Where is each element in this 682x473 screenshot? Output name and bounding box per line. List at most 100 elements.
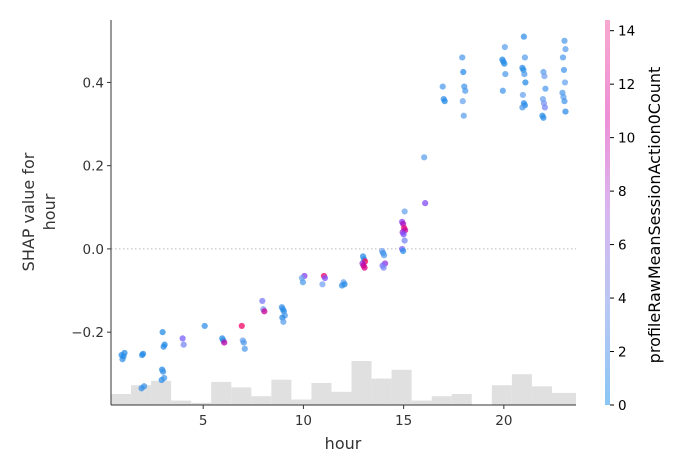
histogram-bar	[331, 391, 352, 405]
histogram-bar	[371, 378, 392, 405]
colorbar	[605, 20, 610, 405]
x-axis-label: hour	[325, 434, 362, 453]
histogram-bar	[251, 396, 272, 405]
x-tick-label: 20	[495, 413, 512, 429]
histogram-bar	[211, 381, 232, 405]
data-point	[521, 54, 528, 61]
y-tick-label: 0.0	[83, 242, 104, 258]
data-point	[401, 208, 408, 215]
data-point	[540, 114, 547, 121]
data-point	[459, 54, 466, 61]
data-point	[121, 349, 128, 357]
x-tick-label: 15	[395, 413, 412, 429]
histogram-bar	[411, 400, 432, 405]
data-point	[401, 237, 408, 244]
colorbar-tick-label: 12	[618, 77, 635, 93]
histogram-bar	[551, 392, 576, 405]
colorbar-tick-label: 10	[618, 131, 635, 147]
histogram-bar	[351, 361, 372, 405]
data-point	[460, 68, 467, 76]
data-point	[161, 341, 168, 348]
data-point	[439, 83, 446, 90]
data-point	[201, 322, 208, 330]
colorbar-tick-label: 2	[618, 345, 627, 361]
histogram-bar	[151, 380, 172, 405]
histogram-bar	[311, 383, 332, 405]
data-point	[159, 329, 166, 336]
colorbar-label: profileRawMeanSessionAction0Count	[645, 67, 664, 364]
data-point	[501, 43, 508, 51]
data-point	[380, 264, 387, 271]
histogram-bar	[431, 396, 452, 405]
colorbar-tick-label: 0	[618, 398, 627, 414]
histogram-bar	[191, 402, 212, 405]
data-point	[521, 71, 528, 78]
data-point	[319, 281, 326, 288]
data-point	[462, 87, 469, 94]
histogram-bar	[491, 385, 512, 405]
data-point	[241, 345, 248, 352]
histogram-bar	[131, 385, 152, 405]
data-point	[179, 335, 186, 342]
data-point	[522, 79, 529, 86]
shap-points	[118, 33, 569, 392]
data-point	[240, 339, 247, 346]
y-axis-label-line-1: SHAP value for	[19, 152, 38, 271]
data-point	[541, 104, 549, 111]
histogram-bar	[291, 399, 312, 405]
colorbar-ticks: 0 2 4 6 8 10 12 14	[610, 24, 635, 414]
data-point	[441, 98, 448, 105]
data-point	[501, 60, 508, 67]
data-point	[321, 274, 329, 282]
y-tick-label: 0.2	[83, 159, 104, 175]
data-point	[422, 200, 429, 207]
x-tick-label: 10	[295, 413, 312, 429]
axes	[110, 20, 576, 406]
histogram-bar	[231, 387, 252, 405]
data-point	[459, 98, 466, 105]
data-point	[542, 85, 549, 92]
feature-histogram	[111, 361, 576, 405]
x-tick-label: 5	[199, 413, 208, 429]
data-point	[520, 33, 527, 40]
histogram-bar	[511, 374, 532, 405]
data-point	[562, 108, 569, 115]
data-point	[238, 322, 245, 330]
histogram-bar	[391, 369, 412, 405]
y-tick-label: 0.4	[83, 75, 104, 91]
colorbar-tick-label: 6	[618, 238, 627, 254]
data-point	[499, 87, 506, 94]
data-point	[561, 37, 568, 44]
data-point	[561, 98, 568, 105]
data-point	[560, 66, 568, 74]
data-point	[502, 71, 509, 78]
data-point	[361, 264, 368, 271]
data-point	[138, 385, 145, 392]
y-axis-label-line-2: hour	[40, 193, 59, 230]
histogram-bar	[451, 394, 472, 405]
data-point	[460, 112, 467, 119]
histogram-bar	[531, 386, 552, 405]
data-point	[338, 282, 346, 289]
data-point	[299, 279, 307, 286]
data-point	[158, 376, 165, 384]
data-point	[519, 91, 526, 99]
data-point	[180, 341, 187, 348]
y-axis-ticks: −0.2 0.0 0.2 0.4	[71, 75, 111, 341]
data-point	[261, 308, 268, 315]
data-point	[221, 339, 228, 346]
histogram-bar	[111, 394, 132, 405]
data-point	[541, 73, 548, 80]
histogram-bar	[171, 400, 192, 405]
data-point	[561, 79, 569, 86]
data-point	[380, 252, 388, 259]
data-point	[160, 368, 167, 375]
data-point	[280, 318, 287, 325]
colorbar-tick-label: 4	[618, 291, 627, 307]
data-point	[421, 154, 428, 161]
x-axis-ticks: 5 10 15 20	[199, 405, 512, 429]
data-point	[259, 297, 266, 305]
histogram-bar	[271, 379, 292, 405]
colorbar-tick-label: 14	[618, 24, 635, 40]
